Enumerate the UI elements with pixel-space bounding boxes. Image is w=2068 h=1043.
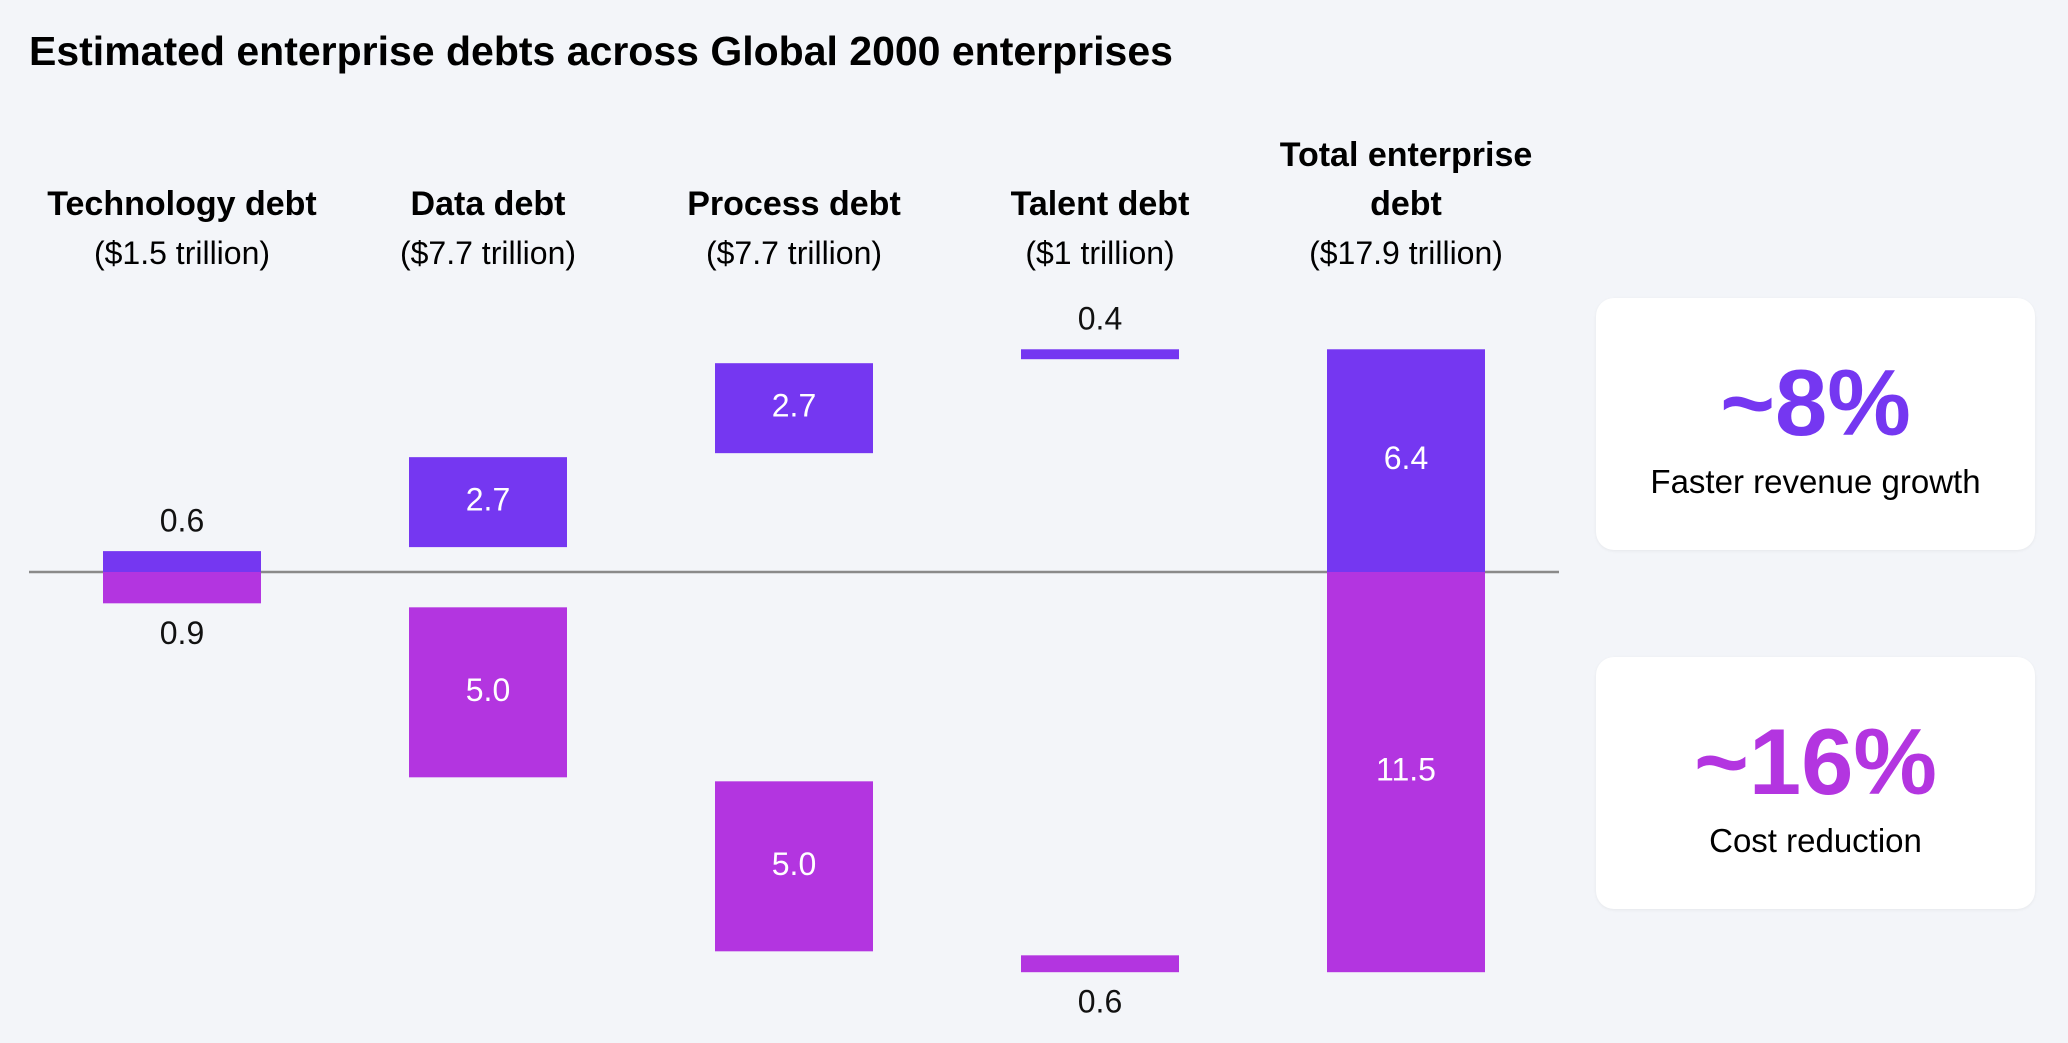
value-label: 2.7 bbox=[772, 388, 816, 424]
value-label: 11.5 bbox=[1376, 752, 1436, 788]
callout-card: ~16% Cost reduction bbox=[1596, 657, 2035, 909]
value-label: 6.4 bbox=[1384, 440, 1428, 476]
bar bbox=[103, 551, 261, 572]
category-label: Technology debt ($1.5 trillion) bbox=[27, 0, 337, 278]
category-label: Total enterprise debt ($17.9 trillion) bbox=[1251, 0, 1561, 278]
callout-card: ~8% Faster revenue growth bbox=[1596, 298, 2035, 550]
category-name: Talent debt bbox=[1010, 185, 1190, 223]
category-subtitle: ($7.7 trillion) bbox=[705, 235, 883, 271]
bar bbox=[1327, 349, 1485, 572]
category-name: Data debt bbox=[410, 185, 566, 223]
bar bbox=[715, 781, 873, 952]
bar bbox=[1327, 572, 1485, 973]
category-name: Technology debt bbox=[47, 185, 317, 223]
callout-label: Faster revenue growth bbox=[1650, 463, 1981, 500]
bar bbox=[103, 572, 261, 604]
value-label: 5.0 bbox=[466, 672, 510, 708]
category-subtitle: ($17.9 trillion) bbox=[1309, 235, 1503, 271]
value-label: 0.9 bbox=[160, 615, 204, 651]
category-subtitle: ($1.5 trillion) bbox=[93, 235, 271, 271]
value-label: 0.6 bbox=[160, 503, 204, 539]
value-label: 5.0 bbox=[772, 846, 816, 882]
chart-title: Estimated enterprise debts across Global… bbox=[29, 28, 1173, 74]
bar bbox=[1021, 955, 1179, 973]
bar bbox=[715, 363, 873, 454]
category-label: Data debt ($7.7 trillion) bbox=[333, 0, 643, 278]
category-subtitle: ($1 trillion) bbox=[1025, 235, 1175, 271]
category-subtitle: ($7.7 trillion) bbox=[399, 235, 577, 271]
category-label: Talent debt ($1 trillion) bbox=[945, 0, 1255, 278]
category-name: Process debt bbox=[687, 185, 901, 223]
bar bbox=[1021, 349, 1179, 360]
bar bbox=[409, 607, 567, 778]
value-label: 2.7 bbox=[466, 482, 510, 518]
callout-value: ~16% bbox=[1693, 709, 1938, 814]
bar bbox=[409, 457, 567, 548]
value-label: 0.6 bbox=[1078, 984, 1122, 1020]
category-label: Process debt ($7.7 trillion) bbox=[639, 0, 949, 278]
callout-value: ~8% bbox=[1720, 350, 1911, 455]
callout-label: Cost reduction bbox=[1709, 822, 1922, 859]
value-label: 0.4 bbox=[1078, 301, 1122, 337]
category-name: Total enterprise debt bbox=[1279, 136, 1533, 223]
